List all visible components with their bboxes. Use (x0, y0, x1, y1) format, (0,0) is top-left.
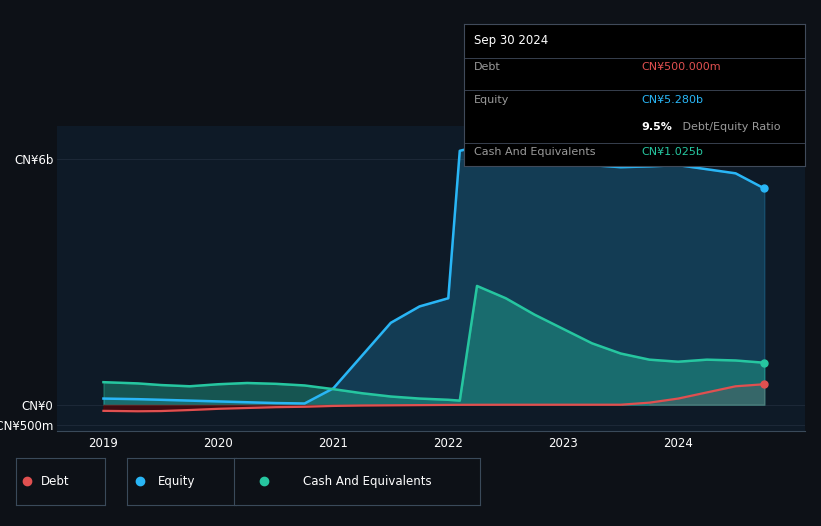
Text: Sep 30 2024: Sep 30 2024 (474, 34, 548, 47)
Text: Debt: Debt (474, 62, 501, 72)
Text: Cash And Equivalents: Cash And Equivalents (303, 475, 432, 488)
Text: CN¥5.280b: CN¥5.280b (641, 95, 703, 105)
Text: Debt/Equity Ratio: Debt/Equity Ratio (678, 122, 780, 132)
Text: CN¥1.025b: CN¥1.025b (641, 147, 703, 157)
Text: Equity: Equity (474, 95, 510, 105)
Text: Equity: Equity (158, 475, 195, 488)
Text: Cash And Equivalents: Cash And Equivalents (474, 147, 595, 157)
Text: 9.5%: 9.5% (641, 122, 672, 132)
Text: CN¥500.000m: CN¥500.000m (641, 62, 721, 72)
Text: Debt: Debt (41, 475, 70, 488)
